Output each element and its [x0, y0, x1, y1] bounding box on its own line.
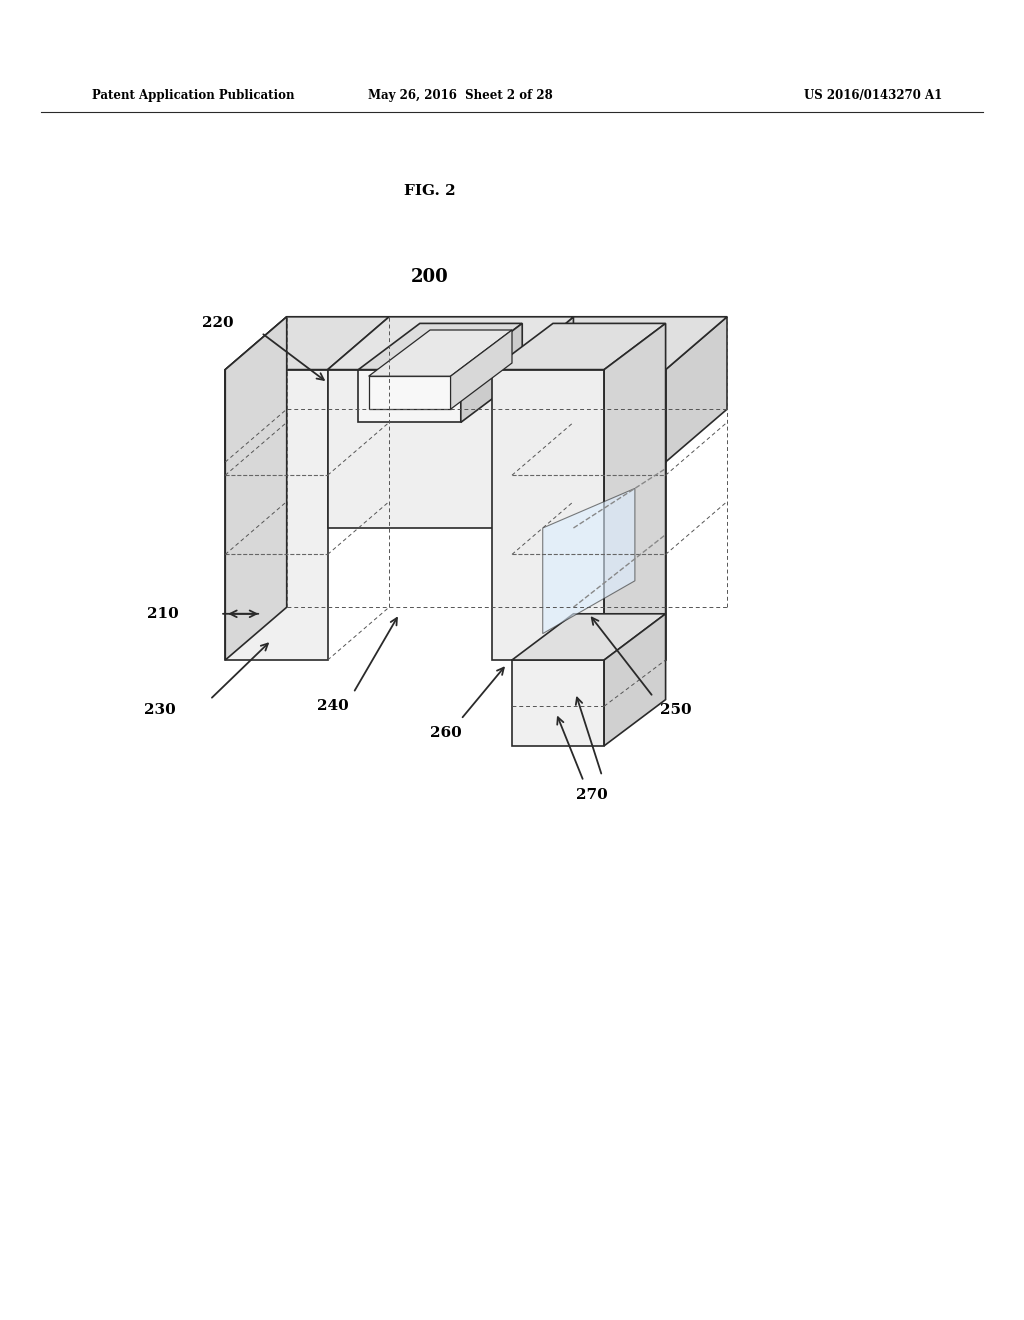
Polygon shape [604, 323, 666, 660]
Polygon shape [512, 614, 666, 660]
Text: 210: 210 [147, 607, 179, 620]
Text: 260: 260 [429, 726, 462, 739]
Text: May 26, 2016  Sheet 2 of 28: May 26, 2016 Sheet 2 of 28 [369, 88, 553, 102]
Polygon shape [451, 330, 512, 409]
Text: 230: 230 [144, 704, 176, 717]
Text: 240: 240 [316, 700, 349, 713]
Polygon shape [358, 323, 522, 370]
Polygon shape [225, 317, 389, 370]
Polygon shape [328, 317, 573, 370]
Polygon shape [492, 323, 666, 370]
Polygon shape [604, 614, 666, 746]
Polygon shape [225, 317, 727, 370]
Polygon shape [369, 330, 512, 376]
Polygon shape [369, 376, 451, 409]
Text: 200: 200 [412, 268, 449, 286]
Text: 270: 270 [575, 788, 608, 801]
Polygon shape [512, 370, 666, 660]
Polygon shape [225, 370, 666, 462]
Polygon shape [225, 370, 328, 660]
Polygon shape [492, 370, 604, 660]
Polygon shape [461, 323, 522, 422]
Polygon shape [225, 317, 287, 660]
Text: 220: 220 [202, 317, 233, 330]
Polygon shape [358, 370, 461, 422]
Text: US 2016/0143270 A1: US 2016/0143270 A1 [804, 88, 942, 102]
Text: FIG. 2: FIG. 2 [404, 185, 456, 198]
Polygon shape [666, 317, 727, 462]
Text: Patent Application Publication: Patent Application Publication [92, 88, 295, 102]
Polygon shape [543, 488, 635, 634]
Polygon shape [328, 370, 512, 528]
Text: 250: 250 [660, 704, 692, 717]
Polygon shape [512, 660, 604, 746]
Polygon shape [512, 317, 727, 370]
Polygon shape [512, 317, 573, 660]
